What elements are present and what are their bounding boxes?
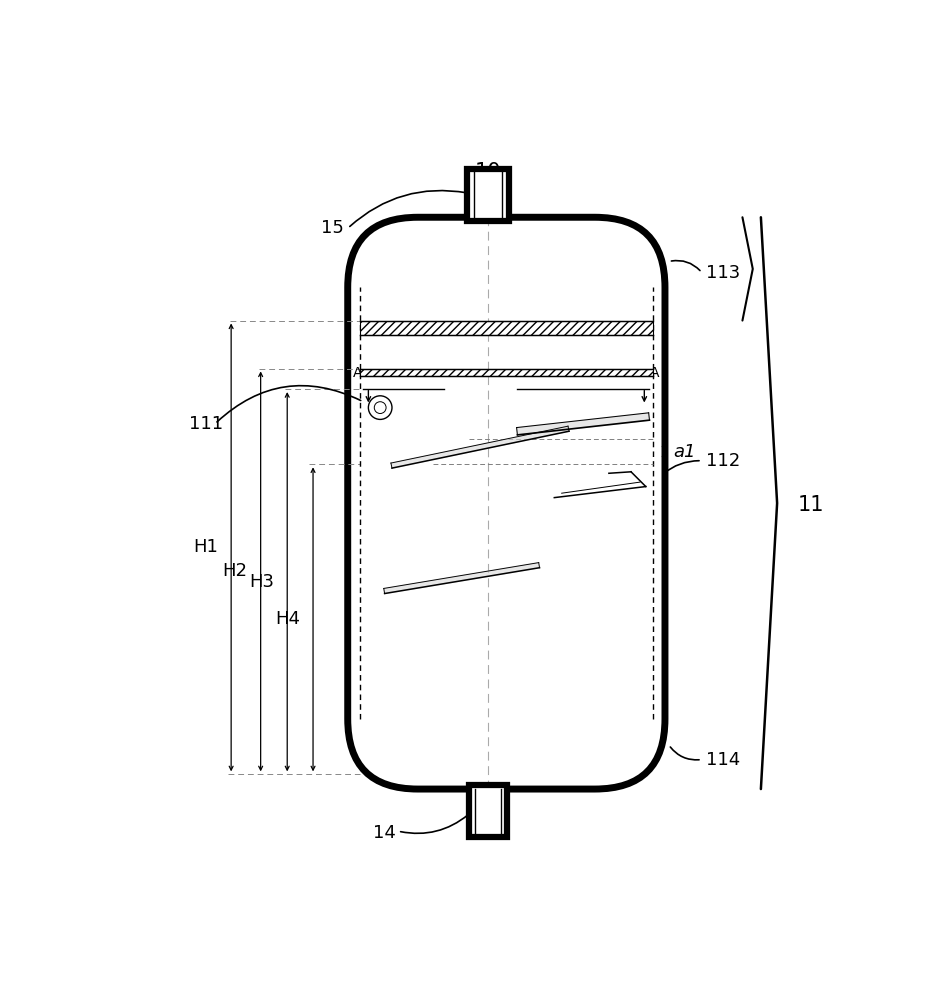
Text: H4: H4 [275, 610, 300, 628]
Bar [360, 369, 653, 376]
Text: a1: a1 [673, 443, 696, 461]
Polygon shape [391, 426, 569, 468]
Bar [360, 321, 653, 335]
Circle shape [368, 396, 392, 419]
Text: H1: H1 [193, 538, 218, 556]
Text: 113: 113 [705, 264, 740, 282]
Text: 10: 10 [475, 162, 501, 182]
Text: 15: 15 [321, 219, 344, 237]
Polygon shape [384, 563, 540, 594]
Text: H3: H3 [248, 573, 274, 591]
Text: 11: 11 [798, 495, 824, 515]
Text: A: A [353, 366, 363, 380]
Text: A: A [650, 366, 660, 380]
Polygon shape [517, 413, 649, 435]
Circle shape [374, 402, 387, 414]
Bar [468, 785, 507, 837]
Text: H2: H2 [223, 562, 248, 580]
Text: 114: 114 [705, 751, 740, 769]
Text: 111: 111 [189, 415, 223, 433]
FancyBboxPatch shape [347, 217, 665, 789]
Text: 14: 14 [373, 824, 396, 842]
Bar [466, 169, 509, 221]
Text: 112: 112 [705, 452, 740, 470]
